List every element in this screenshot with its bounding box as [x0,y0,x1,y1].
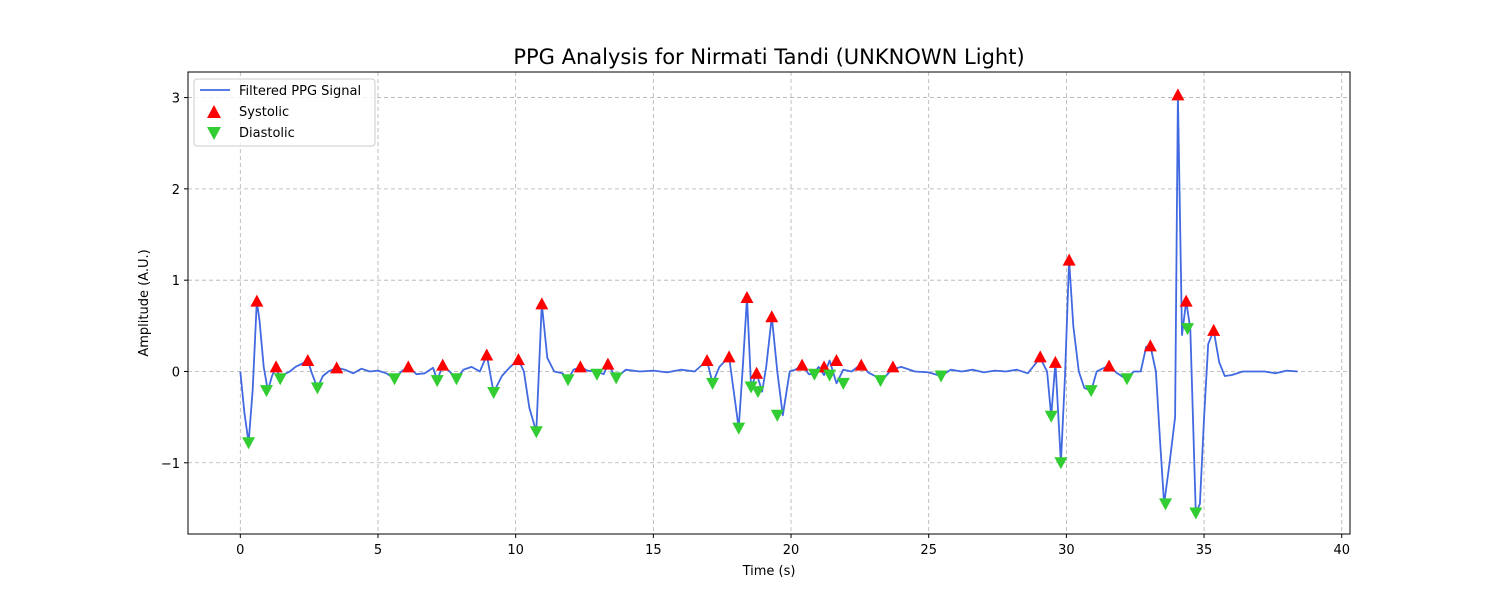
systolic-marker [511,353,525,366]
systolic-marker [535,297,549,310]
diastolic-marker [732,422,746,435]
x-tick-label: 20 [783,543,800,558]
systolic-marker [750,366,764,379]
diastolic-marker [706,377,720,390]
legend-diastolic-swatch [207,127,221,140]
x-axis: 0 5 10 15 20 25 30 35 40 [236,534,1350,558]
systolic-marker [795,358,809,371]
x-tick-label: 25 [920,543,937,558]
diastolic-marker [1189,507,1203,520]
diastolic-marker [590,368,604,381]
legend-box [193,78,376,147]
diastolic-marker [529,426,543,439]
legend-signal-label: Filtered PPG Signal [239,84,361,99]
systolic-marker [722,350,736,363]
diastolic-marker [1159,498,1173,511]
diastolic-marker [561,374,575,387]
systolic-marker [401,360,415,373]
systolic-marker [829,354,843,367]
diastolic-marker [874,375,888,388]
diastolic-marker [430,375,444,388]
diastolic-marker [934,370,948,383]
y-tick-label: −1 [161,457,180,472]
y-tick-label: 2 [172,183,180,198]
systolic-marker [700,354,714,367]
systolic-marker [1171,88,1185,101]
y-axis: −1 0 1 2 3 [161,92,188,472]
systolic-marker [480,348,494,361]
plot-frame [187,71,1351,535]
diastolic-marker [836,377,850,390]
plot-area [239,88,1298,520]
x-tick-label: 30 [1058,543,1075,558]
diastolic-marker [1054,457,1068,470]
systolic-marker [1207,323,1221,336]
systolic-marker [1033,350,1047,363]
diastolic-marker [744,381,758,394]
x-tick-label: 0 [236,543,244,558]
systolic-marker [886,360,900,373]
series-filtered-ppg-line [239,93,1298,514]
diastolic-marker [823,369,837,382]
diastolic-marker [242,437,256,450]
diastolic-marker [770,409,784,422]
systolic-marker [250,294,264,307]
diastolic-marker [487,386,501,399]
legend-systolic-swatch [207,105,221,118]
systolic-marker [601,357,615,370]
systolic-marker [1179,294,1193,307]
legend-systolic-label: Systolic [239,105,289,120]
systolic-marker [854,358,868,371]
diastolic-marker [1181,323,1195,336]
legend: Filtered PPG Signal Systolic Diastolic [193,78,376,147]
systolic-marker [765,310,779,323]
systolic-marker [269,360,283,373]
systolic-marker [1062,253,1076,266]
x-tick-label: 40 [1333,543,1350,558]
diastolic-marker [1120,373,1134,386]
y-tick-label: 3 [172,92,180,107]
diastolic-marker [1044,410,1058,423]
diastolic-marker [310,382,324,395]
diastolic-marker [609,372,623,385]
systolic-marker [301,354,315,367]
systolic-marker [436,358,450,371]
x-tick-label: 35 [1196,543,1213,558]
y-tick-label: 0 [172,365,180,380]
x-axis-label: Time (s) [742,564,796,579]
x-tick-label: 5 [374,543,382,558]
diastolic-marker [259,385,273,398]
diastolic-marker [1084,385,1098,398]
x-tick-label: 10 [507,543,524,558]
y-tick-label: 1 [172,274,180,289]
systolic-marker [1143,339,1157,352]
x-tick-label: 15 [645,543,662,558]
diastolic-marker [751,386,765,399]
diastolic-marker [388,373,402,386]
y-axis-label: Amplitude (A.U.) [137,249,152,356]
systolic-marker [1048,355,1062,368]
diastolic-marker [807,368,821,381]
legend-diastolic-label: Diastolic [239,126,295,141]
systolic-marker [1102,359,1116,372]
systolic-marker [330,361,344,374]
diastolic-marker [273,373,287,386]
systolic-marker [740,291,754,304]
systolic-marker [817,360,831,373]
chart-title: PPG Analysis for Nirmati Tandi (UNKNOWN … [513,45,1024,69]
diastolic-marker [449,373,463,386]
systolic-marker [573,360,587,373]
